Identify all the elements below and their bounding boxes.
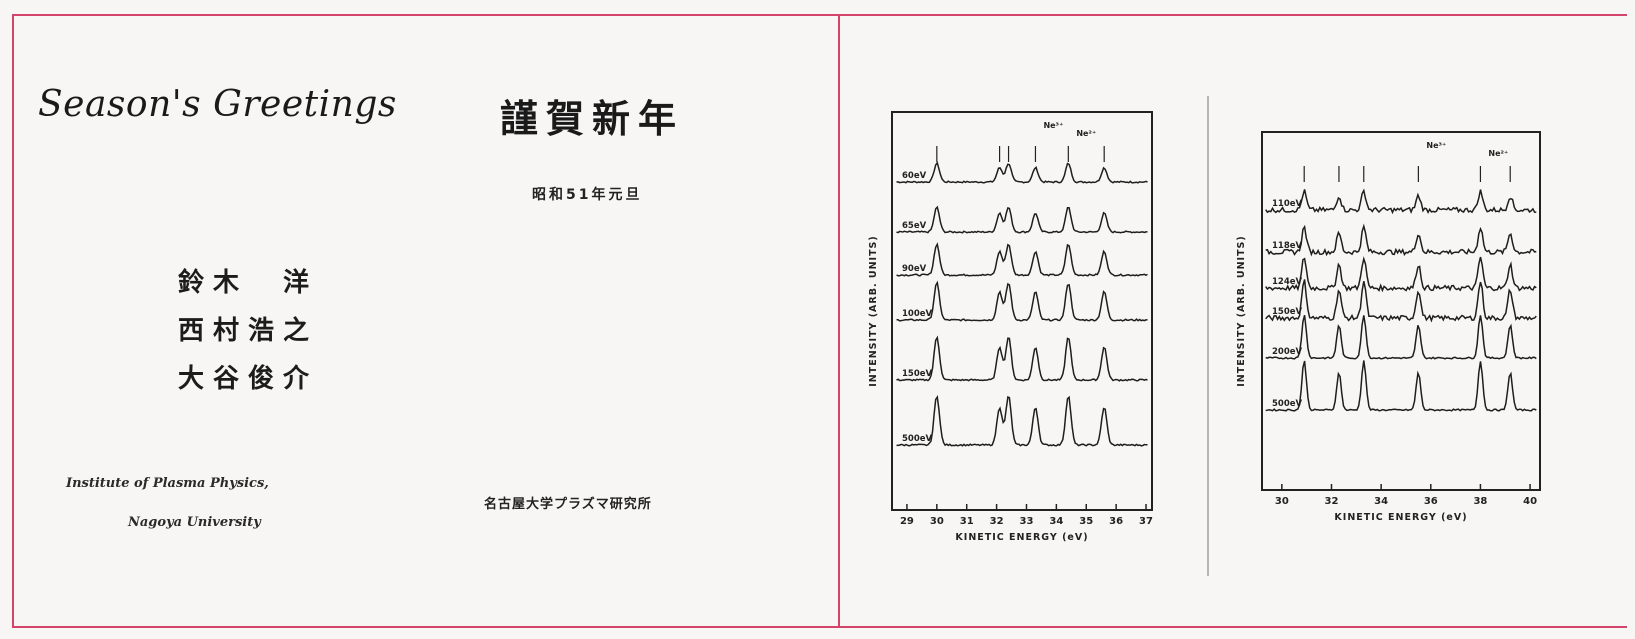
seasons-greetings-heading: Season's Greetings xyxy=(38,84,397,125)
x-tick-label: 34 xyxy=(1049,516,1063,527)
x-tick-label: 32 xyxy=(990,516,1004,527)
sender-name: 鈴木 洋 xyxy=(178,268,319,298)
x-tick-label: 32 xyxy=(1325,496,1339,507)
spectrum-trace xyxy=(896,161,1148,184)
x-tick-label: 29 xyxy=(900,516,914,527)
x-tick-label: 31 xyxy=(960,516,974,527)
series-label: 150eV xyxy=(902,369,933,379)
card-border-top xyxy=(12,14,1627,16)
series-label: 100eV xyxy=(902,309,933,319)
series-label: 60eV xyxy=(902,171,927,181)
spectrum-trace xyxy=(1265,279,1537,323)
spectrum-trace xyxy=(1265,256,1537,293)
spectrum-trace xyxy=(896,335,1148,382)
institute-name-en: Institute of Plasma Physics, xyxy=(66,476,269,491)
x-tick-label: 36 xyxy=(1109,516,1123,527)
kinga-shinnen-heading: 謹賀新年 xyxy=(500,97,685,141)
spectrum-trace xyxy=(1265,360,1537,412)
series-label: 500eV xyxy=(902,434,933,444)
series-label: 500eV xyxy=(1272,399,1303,409)
x-tick-label: 37 xyxy=(1139,516,1153,527)
x-tick-label: 30 xyxy=(1275,496,1289,507)
x-tick-label: 30 xyxy=(930,516,944,527)
spectra-figure: 29 30 31 32 33 34 35 36 37 KINETIC ENERGY (eV) INT… xyxy=(868,96,1541,576)
plot-frame xyxy=(891,111,1153,511)
series-label: 124eV xyxy=(1272,277,1303,287)
x-axis-label: KINETIC ENERGY (eV) xyxy=(1334,512,1467,523)
plot-frame xyxy=(1261,131,1541,491)
series-label: 200eV xyxy=(1272,347,1303,357)
x-tick-label: 34 xyxy=(1374,496,1388,507)
spectrum-trace xyxy=(896,205,1148,234)
y-axis-label: INTENSITY (ARB. UNITS) xyxy=(1236,235,1247,386)
institute-name-jp: 名古屋大学プラズマ研究所 xyxy=(484,497,652,512)
x-axis-label: KINETIC ENERGY (eV) xyxy=(955,532,1088,543)
peak-annotation: Ne²⁺ xyxy=(1488,149,1508,158)
series-label: 150eV xyxy=(1272,307,1303,317)
spectrum-trace xyxy=(1265,315,1537,360)
card-fold-line xyxy=(838,14,840,628)
spectrum-trace xyxy=(896,280,1148,322)
x-tick-label: 36 xyxy=(1424,496,1438,507)
peak-annotation: Ne³⁺ xyxy=(1043,121,1063,130)
x-tick-label: 38 xyxy=(1473,496,1487,507)
x-tick-label: 35 xyxy=(1079,516,1093,527)
y-axis-label: INTENSITY (ARB. UNITS) xyxy=(868,235,879,386)
peak-annotation: Ne²⁺ xyxy=(1076,129,1096,138)
peak-annotation: Ne³⁺ xyxy=(1426,141,1446,150)
spectrum-trace xyxy=(1265,188,1537,215)
spectrum-trace xyxy=(896,395,1148,447)
x-tick-label: 40 xyxy=(1523,496,1537,507)
university-name-en: Nagoya University xyxy=(128,515,261,530)
series-label: 118eV xyxy=(1272,241,1303,251)
series-label: 110eV xyxy=(1272,199,1303,209)
card-border-left xyxy=(12,14,14,628)
card-border-bottom xyxy=(12,626,1627,628)
series-label: 65eV xyxy=(902,221,927,231)
x-tick-label: 33 xyxy=(1020,516,1034,527)
sender-name: 西村浩之 xyxy=(178,316,319,346)
sender-names: 鈴木 洋 西村浩之 大谷俊介 xyxy=(178,262,318,406)
spectrum-trace xyxy=(896,242,1148,277)
new-year-date: 昭和51年元旦 xyxy=(532,187,643,203)
spectrum-trace xyxy=(1265,223,1537,257)
sender-name: 大谷俊介 xyxy=(178,364,319,394)
series-label: 90eV xyxy=(902,264,927,274)
